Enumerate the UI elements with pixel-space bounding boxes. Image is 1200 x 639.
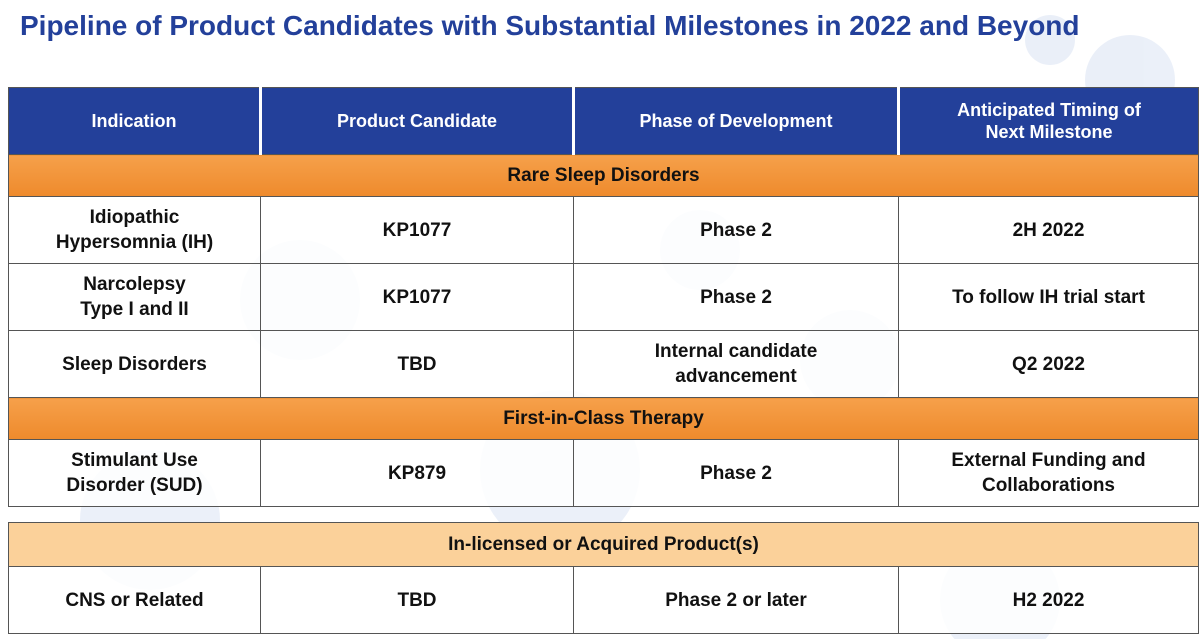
cell: Sleep Disorders xyxy=(8,330,261,398)
data-row: Idiopathic Hypersomnia (IH) KP1077 Phase 2… xyxy=(8,196,1199,264)
data-row: Stimulant Use Disorder (SUD) KP879 Phase 2… xyxy=(8,439,1199,507)
cell: KP879 xyxy=(260,439,574,507)
data-row: CNS or Related TBD Phase 2 or later H2 2022 xyxy=(8,566,1200,634)
header-cell: Indication xyxy=(8,87,262,155)
pipeline-table: Indication Product Candidate Phase of Deve… xyxy=(8,87,1199,507)
data-row: Narcolepsy Type I and II KP1077 Phase 2 To … xyxy=(8,263,1199,331)
cell: Stimulant Use Disorder (SUD) xyxy=(8,439,261,507)
header-cell: Phase of Development xyxy=(572,87,900,155)
cell: Phase 2 xyxy=(573,439,899,507)
cell: Idiopathic Hypersomnia (IH) xyxy=(8,196,261,264)
section-row: First-in-Class Therapy xyxy=(8,397,1199,440)
cell: H2 2022 xyxy=(897,566,1200,634)
cell: Phase 2 or later xyxy=(573,566,899,634)
cell: To follow IH trial start xyxy=(898,263,1199,331)
cell: TBD xyxy=(260,330,574,398)
cell: Internal candidate advancement xyxy=(573,330,899,398)
cell: Q2 2022 xyxy=(898,330,1199,398)
cell: 2H 2022 xyxy=(898,196,1199,264)
header-cell: Anticipated Timing of Next Milestone xyxy=(897,87,1199,155)
section-row: In-licensed or Acquired Product(s) xyxy=(7,522,1200,567)
cell: CNS or Related xyxy=(8,566,261,634)
cell: External Funding and Collaborations xyxy=(898,439,1199,507)
title: Pipeline of Product Candidates with Subs… xyxy=(20,10,1080,41)
cell: TBD xyxy=(260,566,574,634)
section-label: In-licensed or Acquired Product(s) xyxy=(7,522,1200,567)
cell: KP1077 xyxy=(260,196,574,264)
acquired-table: In-licensed or Acquired Product(s) CNS or… xyxy=(7,522,1200,634)
header-cell: Product Candidate xyxy=(259,87,575,155)
cell: Phase 2 xyxy=(573,196,899,264)
data-row: Sleep Disorders TBD Internal candidate adv… xyxy=(8,330,1199,398)
section-row: Rare Sleep Disorders xyxy=(8,154,1199,197)
header-row: Indication Product Candidate Phase of Deve… xyxy=(8,87,1199,155)
section-label: Rare Sleep Disorders xyxy=(8,154,1199,197)
cell: KP1077 xyxy=(260,263,574,331)
cell: Phase 2 xyxy=(573,263,899,331)
cell: Narcolepsy Type I and II xyxy=(8,263,261,331)
section-label: First-in-Class Therapy xyxy=(8,397,1199,440)
